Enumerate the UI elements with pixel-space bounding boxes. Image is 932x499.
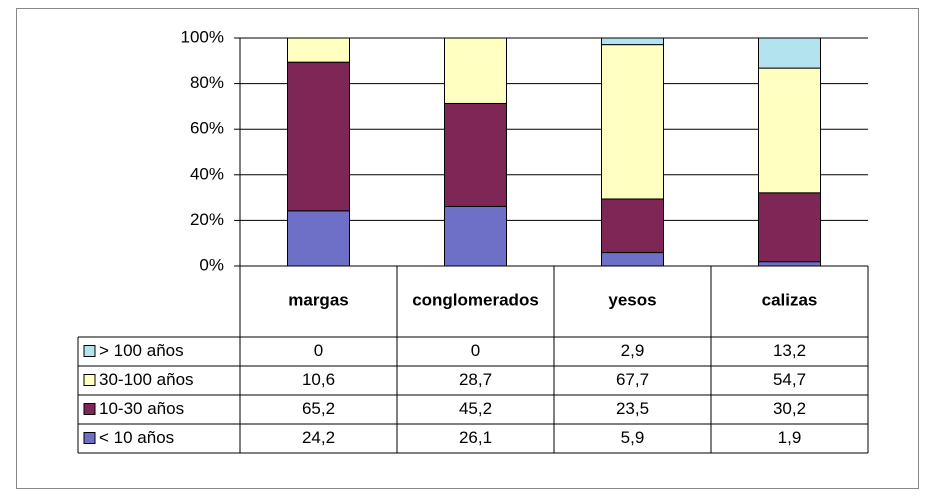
y-tick-label: 40% xyxy=(190,164,224,183)
table-value: 23,5 xyxy=(616,399,649,418)
x-tick-label: yesos xyxy=(608,290,656,309)
bar-segment xyxy=(601,37,664,46)
y-tick-label: 0% xyxy=(199,255,224,274)
x-tick-label: conglomerados xyxy=(412,290,539,309)
bar-segment xyxy=(601,252,664,267)
bar-segment xyxy=(758,261,821,267)
table-value: 26,1 xyxy=(459,428,492,447)
y-tick-label: 80% xyxy=(190,73,224,92)
x-tick-label: margas xyxy=(288,290,348,309)
bar-segment xyxy=(444,37,507,104)
table-value: 0 xyxy=(471,341,480,360)
legend-swatch xyxy=(83,403,96,415)
bar-segment xyxy=(287,37,350,63)
bar-segment xyxy=(444,102,507,207)
legend-swatch xyxy=(83,345,96,357)
table-value: 30,2 xyxy=(773,399,806,418)
bar-segment xyxy=(758,37,821,69)
bar-segment xyxy=(287,61,350,212)
legend-swatch xyxy=(83,432,96,444)
table-value: 1,9 xyxy=(778,428,802,447)
table-value: 67,7 xyxy=(616,370,649,389)
bar-segment xyxy=(601,198,664,254)
legend-label: < 10 años xyxy=(99,428,174,447)
table-value: 5,9 xyxy=(621,428,645,447)
table-value: 2,9 xyxy=(621,341,645,360)
table-value: 28,7 xyxy=(459,370,492,389)
table-value: 13,2 xyxy=(773,341,806,360)
table-value: 45,2 xyxy=(459,399,492,418)
table-value: 10,6 xyxy=(302,370,335,389)
table-value: 54,7 xyxy=(773,370,806,389)
y-tick-label: 100% xyxy=(181,27,224,46)
x-tick-label: calizas xyxy=(762,290,818,309)
table-value: 65,2 xyxy=(302,399,335,418)
bar-segment xyxy=(758,67,821,194)
bar-segment xyxy=(601,44,664,200)
legend-label: 10-30 años xyxy=(99,399,184,418)
legend-label: > 100 años xyxy=(99,341,184,360)
y-tick-label: 20% xyxy=(190,210,224,229)
table-value: 24,2 xyxy=(302,428,335,447)
bar-segment xyxy=(287,210,350,267)
bar-segment xyxy=(758,192,821,263)
table-value: 0 xyxy=(314,341,323,360)
legend-swatch xyxy=(83,374,96,386)
legend-label: 30-100 años xyxy=(99,370,194,389)
y-tick-label: 60% xyxy=(190,119,224,138)
bar-segment xyxy=(444,205,507,267)
